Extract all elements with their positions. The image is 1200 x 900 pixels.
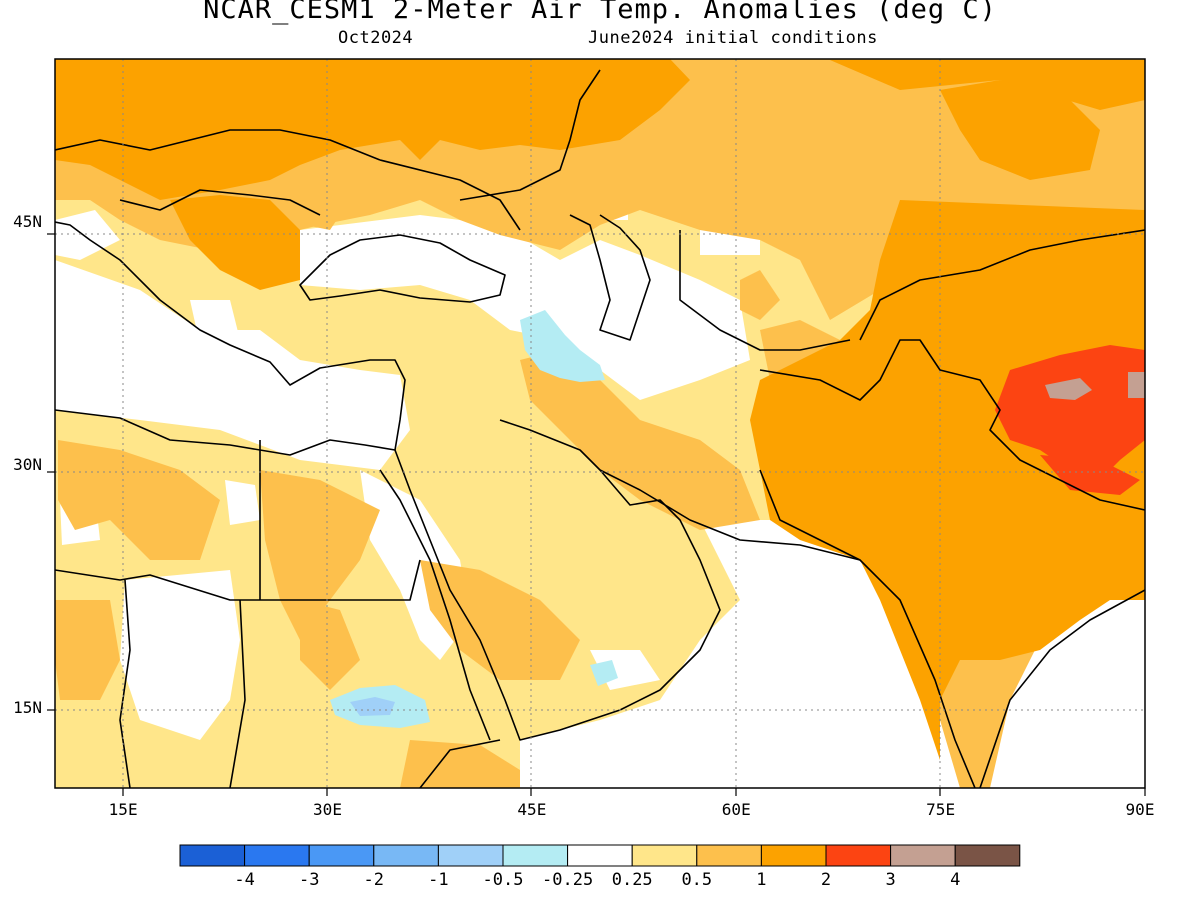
colorbar-swatch xyxy=(890,844,956,867)
lat-tick-label: 15N xyxy=(13,698,42,717)
colorbar xyxy=(179,844,1021,867)
colorbar-label: -3 xyxy=(299,870,319,890)
axis-ticks xyxy=(47,233,1146,796)
valid-month-label: Oct2024 xyxy=(338,28,414,48)
colorbar-swatch xyxy=(760,844,827,867)
map-title: NCAR_CESM1 2-Meter Air Temp. Anomalies (… xyxy=(203,0,997,25)
lon-tick-label: 15E xyxy=(109,800,138,819)
latitude-tick-labels: 15N 30N 45N xyxy=(13,212,42,717)
colorbar-label: -0.25 xyxy=(542,870,593,890)
colorbar-swatch xyxy=(696,844,762,867)
lat-tick-label: 30N xyxy=(13,455,42,474)
colorbar-label: 0.5 xyxy=(681,870,712,890)
lat-tick-label: 45N xyxy=(13,212,42,231)
colorbar-swatch xyxy=(631,844,698,867)
shading-negative xyxy=(330,310,618,728)
colorbar-swatch xyxy=(502,844,569,867)
lon-tick-label: 60E xyxy=(722,800,751,819)
lon-tick-label: 30E xyxy=(313,800,342,819)
shading-4 xyxy=(1045,372,1145,400)
longitude-tick-labels: 15E 30E 45E 60E 75E 90E xyxy=(109,800,1155,819)
colorbar-label: -2 xyxy=(364,870,384,890)
colorbar-label: 1 xyxy=(756,870,766,890)
lon-tick-label: 90E xyxy=(1126,800,1155,819)
initial-conditions-label: June2024 initial conditions xyxy=(588,28,878,48)
colorbar-swatch xyxy=(567,844,633,867)
colorbar-label: -1 xyxy=(428,870,448,890)
lat-lon-grid xyxy=(55,59,1145,788)
colorbar-label: 2 xyxy=(821,870,831,890)
lon-tick-label: 45E xyxy=(517,800,546,819)
colorbar-label: -4 xyxy=(234,870,254,890)
colorbar-swatch xyxy=(437,844,504,867)
map-plot-area xyxy=(55,59,1145,788)
map-frame xyxy=(54,58,1146,789)
colorbar-swatch xyxy=(373,844,439,867)
colorbar-swatch xyxy=(244,844,310,867)
colorbar-swatch xyxy=(308,844,375,867)
shading-1-india xyxy=(930,640,1040,788)
lon-tick-label: 75E xyxy=(926,800,955,819)
colorbar-label: -0.5 xyxy=(483,870,524,890)
colorbar-swatch xyxy=(179,844,246,867)
colorbar-swatch xyxy=(825,844,892,867)
colorbar-label: 3 xyxy=(885,870,895,890)
shading-3 xyxy=(995,345,1145,495)
colorbar-labels: -4 -3 -2 -1 -0.5 -0.25 0.25 0.5 1 2 3 4 xyxy=(234,870,960,890)
colorbar-swatch xyxy=(954,844,1021,867)
colorbar-label: 4 xyxy=(950,870,960,890)
colorbar-label: 0.25 xyxy=(612,870,653,890)
